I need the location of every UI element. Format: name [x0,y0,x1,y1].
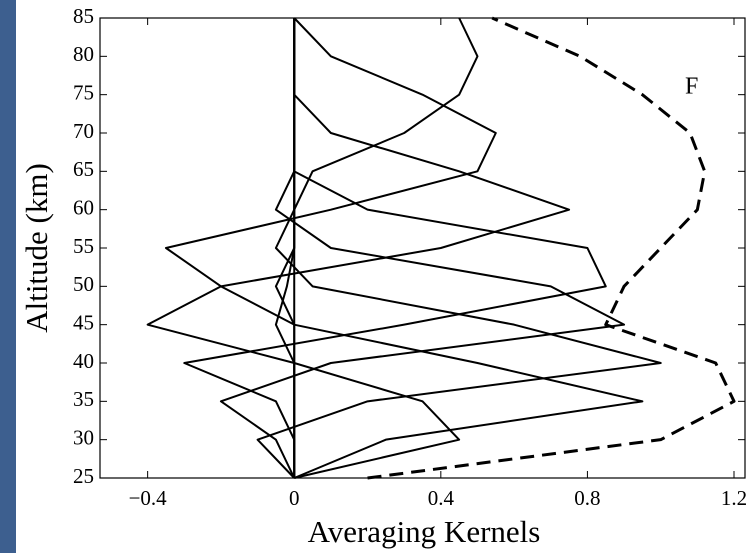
x-axis-label: Averaging Kernels [308,514,541,549]
annotation: F [685,74,698,100]
y-tick-label: 45 [73,310,94,334]
y-tick-label: 40 [73,349,94,373]
plot-frame [99,17,746,479]
y-tick-label: 75 [73,80,94,104]
y-tick-label: 65 [73,157,94,181]
y-tick-label: 50 [73,272,94,296]
y-tick-label: 30 [73,425,94,449]
x-tick-label: −0.4 [129,486,168,510]
kernel-line [293,17,479,478]
x-tick-label: 1.2 [721,486,747,510]
y-tick-label: 25 [73,464,94,488]
y-tick-label: 70 [73,119,94,143]
y-tick-label: 35 [73,387,94,411]
dashed-line [367,16,736,480]
y-axis-label: Altitude (km) [19,163,54,333]
x-tick-label: 0.4 [428,486,455,510]
background-strip [0,0,16,553]
y-tick-label: 60 [73,195,94,219]
y-tick-label: 85 [73,4,94,28]
y-tick-label: 80 [73,42,94,66]
x-tick-label: 0.8 [574,486,600,510]
x-tick-label: 0 [289,486,300,510]
y-tick-label: 55 [73,234,94,258]
